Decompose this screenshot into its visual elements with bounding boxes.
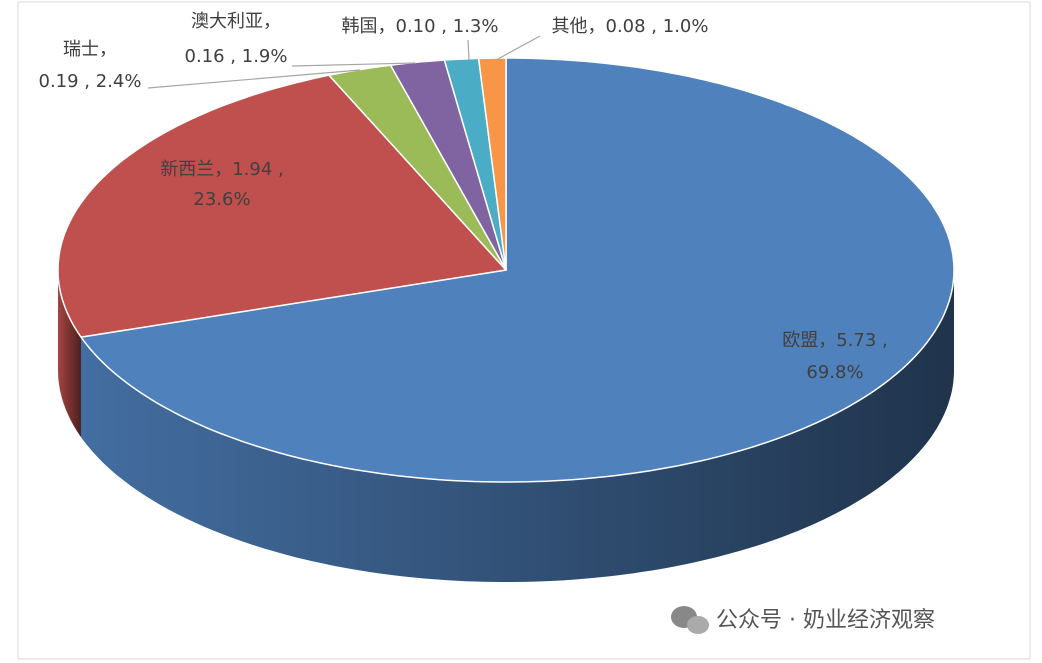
- data-label: 澳大利亚，: [191, 11, 281, 32]
- leader-line: [467, 39, 470, 61]
- leader-line: [495, 35, 541, 61]
- data-label: 瑞士，: [63, 39, 117, 60]
- slice: [477, 57, 507, 271]
- data-label: 欧盟，5.73 ,: [782, 330, 888, 351]
- slice-side-shade: [81, 270, 954, 582]
- watermark: 公众号 · 奶业经济观察: [716, 608, 935, 633]
- watermark-icon: [671, 606, 709, 634]
- leader-line: [291, 62, 416, 67]
- leader-line: [147, 69, 361, 89]
- data-label: 0.19 , 2.4%: [39, 71, 142, 92]
- data-label: 其他，0.08 , 1.0%: [552, 16, 709, 37]
- data-label: 新西兰，1.94 ,: [160, 159, 284, 180]
- slice: [57, 74, 508, 338]
- data-label: 69.8%: [806, 362, 863, 383]
- slice: [79, 57, 955, 483]
- data-label: 0.16 , 1.9%: [185, 46, 288, 67]
- slice: [389, 59, 507, 271]
- data-label: 23.6%: [193, 189, 250, 210]
- slice-side-shade: [58, 270, 81, 438]
- data-label: 韩国，0.10 , 1.3%: [342, 16, 499, 37]
